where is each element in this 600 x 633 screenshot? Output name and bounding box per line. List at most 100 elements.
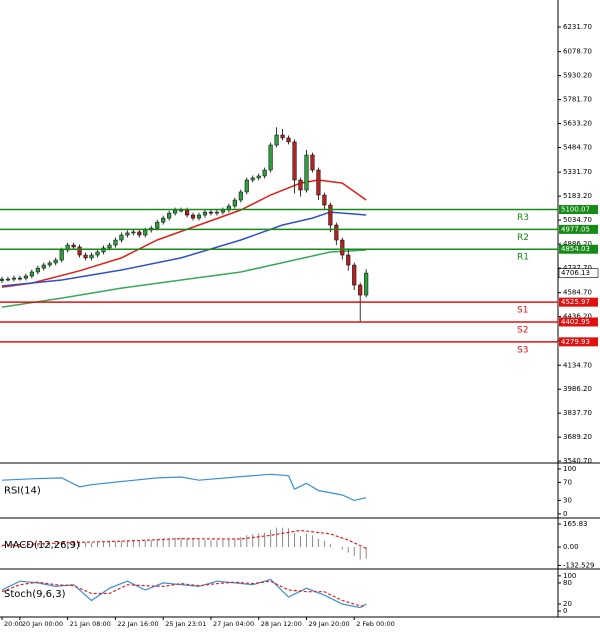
y-tick-label: 5034.70 [563, 216, 592, 224]
x-tick-label: 28 Jan 12:00 [261, 620, 302, 628]
candle-body [352, 264, 357, 286]
indicator-line [1, 580, 367, 607]
y-tick-label: 3837.70 [563, 409, 592, 417]
y-tick-label: 6231.70 [563, 23, 592, 31]
indicator-line [1, 473, 367, 502]
x-tick-label: 21 Jan 08:00 [70, 620, 111, 628]
candle-body [250, 177, 255, 181]
candle-body [53, 259, 58, 264]
candle-body [59, 249, 64, 261]
last-price-box [558, 268, 599, 278]
candle-body [11, 277, 16, 280]
y-tick-label: 0 [563, 510, 567, 518]
candle-body [316, 169, 321, 196]
candle-body [89, 254, 94, 259]
candle-body [155, 221, 160, 229]
candle-body [95, 251, 100, 256]
candle-body [346, 254, 351, 266]
indicator-line [1, 249, 367, 308]
y-tick-label: 3540.70 [563, 457, 592, 465]
y-tick-label: 5781.70 [563, 96, 592, 104]
pivot-price-box [559, 337, 598, 347]
candle-body [47, 262, 52, 266]
pivot-name: R2 [517, 233, 529, 243]
pivot-name: S1 [517, 306, 528, 316]
candle-body [292, 141, 297, 181]
y-tick-label: 165.83 [563, 520, 588, 528]
candle-body [274, 134, 279, 146]
pivot-price-box [559, 317, 598, 327]
pivot-price: 4279.93 [561, 338, 590, 346]
pivot-price-box [559, 297, 598, 307]
candle-body [334, 224, 339, 241]
candle-body [298, 179, 303, 191]
candle-body [280, 134, 285, 139]
y-tick-label: 5331.70 [563, 168, 592, 176]
x-tick-label: 2 Feb 00:00 [356, 620, 395, 628]
y-tick-label: 70 [563, 478, 572, 486]
candle-body [23, 275, 28, 279]
candle-body [0, 278, 5, 281]
y-tick-label: 3689.20 [563, 433, 592, 441]
candle-body [77, 246, 82, 256]
x-tick-label: 27 Jan 04:00 [213, 620, 254, 628]
candle-body [35, 267, 40, 273]
pivot-price-box [559, 224, 598, 234]
x-tick-label: 22 Jan 16:00 [117, 620, 158, 628]
candle-body [161, 217, 166, 223]
y-tick-label: 100 [563, 572, 576, 580]
candle-body [167, 212, 172, 219]
y-tick-label: 80 [563, 579, 572, 587]
panel-title: Stoch(9,6,3) [4, 589, 66, 600]
candle-body [71, 244, 76, 248]
y-tick-label: 4584.70 [563, 289, 592, 297]
pivot-price: 4402.95 [561, 318, 590, 326]
pivot-price-box [559, 205, 598, 215]
pivot-price: 5100.07 [561, 206, 590, 214]
candle-body [17, 277, 22, 280]
indicator-line [1, 211, 367, 287]
candle-body [113, 239, 118, 246]
y-tick-label: 5183.20 [563, 192, 592, 200]
pivot-name: S2 [517, 325, 528, 335]
candle-body [143, 229, 148, 236]
panel-title: MACD(12,26,9) [4, 540, 80, 551]
y-tick-label: 0 [563, 607, 567, 615]
candle-body [190, 214, 196, 219]
y-tick-label: 3986.20 [563, 385, 592, 393]
candle-body [268, 144, 273, 171]
candle-body [41, 264, 46, 269]
pivot-name: R1 [517, 253, 529, 263]
candle-body [208, 211, 213, 214]
y-tick-label: -132.529 [563, 561, 594, 569]
y-tick-label: 6078.70 [563, 48, 592, 56]
candle-body [358, 284, 363, 296]
candle-body [125, 232, 130, 236]
candle-body [29, 271, 34, 277]
y-tick-label: 4737.70 [563, 264, 592, 272]
candle-body [340, 239, 345, 256]
candle-body [256, 175, 261, 179]
y-tick-label: 4436.20 [563, 313, 592, 321]
y-tick-label: 20 [563, 600, 572, 608]
x-tick-label: 20 Jan 00:00 [22, 620, 63, 628]
y-tick-label: 4886.20 [563, 240, 592, 248]
candle-body [137, 231, 142, 236]
pivot-price-box [559, 244, 598, 254]
candle-body [220, 209, 225, 213]
candle-body [286, 137, 291, 143]
candle-body [83, 254, 88, 259]
candle-body [119, 234, 124, 241]
y-tick-label: 4134.70 [563, 361, 592, 369]
candle-body [196, 214, 202, 219]
candle-body [131, 231, 136, 234]
candle-body [173, 209, 178, 214]
candle-body [214, 211, 219, 214]
y-tick-label: 100 [563, 465, 576, 473]
pivot-price: 4525.97 [561, 298, 590, 306]
candle-body [364, 272, 369, 296]
last-price: 4706.13 [561, 269, 590, 277]
